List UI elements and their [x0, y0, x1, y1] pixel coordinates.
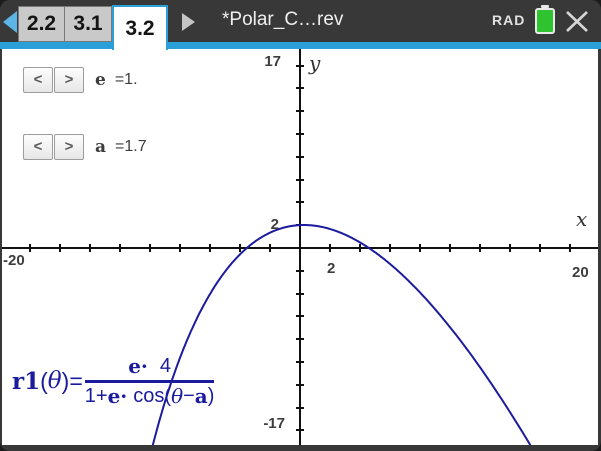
tab-accent-strip [0, 42, 601, 49]
slider-a: < > a =1.7 [23, 133, 147, 160]
equation-lhs: r1(θ) = [12, 367, 83, 395]
polar-curve[interactable] [123, 224, 588, 445]
x-scale-tick-label[interactable]: 2 [327, 260, 336, 277]
slider-a-decrement-button[interactable]: < [23, 133, 53, 160]
page-back-icon[interactable] [3, 11, 17, 33]
tab-3-1[interactable]: 3.1 [65, 6, 112, 42]
y-scale-tick-label[interactable]: 2 [270, 216, 279, 233]
battery-icon [535, 5, 555, 34]
slider-a-value[interactable]: =1.7 [115, 137, 147, 155]
y-axis-letter: y [309, 51, 321, 75]
x-axis-letter: x [576, 207, 588, 231]
window-xmin-label[interactable]: -20 [3, 252, 25, 269]
close-icon[interactable] [564, 9, 590, 34]
page-forward-icon[interactable] [182, 13, 195, 31]
slider-e-variable: e [95, 69, 106, 90]
curve-equation-label[interactable]: r1(θ) = e· 4 1+ e· cos(θ − a) [12, 354, 215, 408]
slider-e-decrement-button[interactable]: < [23, 66, 53, 93]
plot-canvas[interactable] [2, 49, 598, 445]
slider-e-increment-button[interactable]: > [54, 66, 84, 93]
top-bar: 2.2 3.1 3.2 *Polar_C…rev RAD [0, 0, 601, 50]
y-axis [299, 49, 301, 445]
fraction-bar [84, 380, 215, 383]
slider-e-value[interactable]: =1. [114, 70, 138, 88]
slider-a-increment-button[interactable]: > [54, 133, 84, 160]
window-ymax-label[interactable]: 17 [264, 53, 281, 70]
slider-e: < > e =1. [23, 66, 138, 93]
window-ymin-label[interactable]: -17 [263, 415, 285, 432]
tab-3-2[interactable]: 3.2 [112, 5, 168, 50]
document-title[interactable]: *Polar_C…rev [222, 9, 344, 30]
angle-mode-indicator: RAD [492, 12, 526, 28]
equation-fraction: e· 4 1+ e· cos(θ − a) [84, 354, 215, 408]
tab-2-2[interactable]: 2.2 [18, 6, 65, 42]
equation-numerator: e· 4 [128, 354, 171, 378]
window-xmax-label[interactable]: 20 [572, 264, 589, 281]
graph-area[interactable]: 17 -17 -20 20 2 2 y x < > e =1. < > a =1… [2, 49, 598, 445]
slider-a-variable: a [95, 136, 107, 157]
equation-denominator: 1+ e· cos(θ − a) [84, 384, 215, 408]
page-tabs: 2.2 3.1 3.2 [18, 5, 168, 50]
